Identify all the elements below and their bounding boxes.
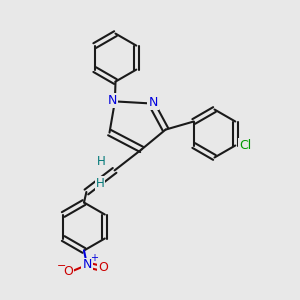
Text: H: H [97, 155, 106, 169]
Text: H: H [95, 177, 104, 190]
Text: N: N [108, 94, 118, 107]
Text: N: N [148, 96, 158, 109]
Text: O: O [63, 265, 73, 278]
Text: +: + [90, 253, 98, 263]
Text: O: O [98, 261, 108, 274]
Text: −: − [57, 261, 67, 271]
Text: Cl: Cl [239, 139, 251, 152]
Text: N: N [82, 258, 92, 272]
